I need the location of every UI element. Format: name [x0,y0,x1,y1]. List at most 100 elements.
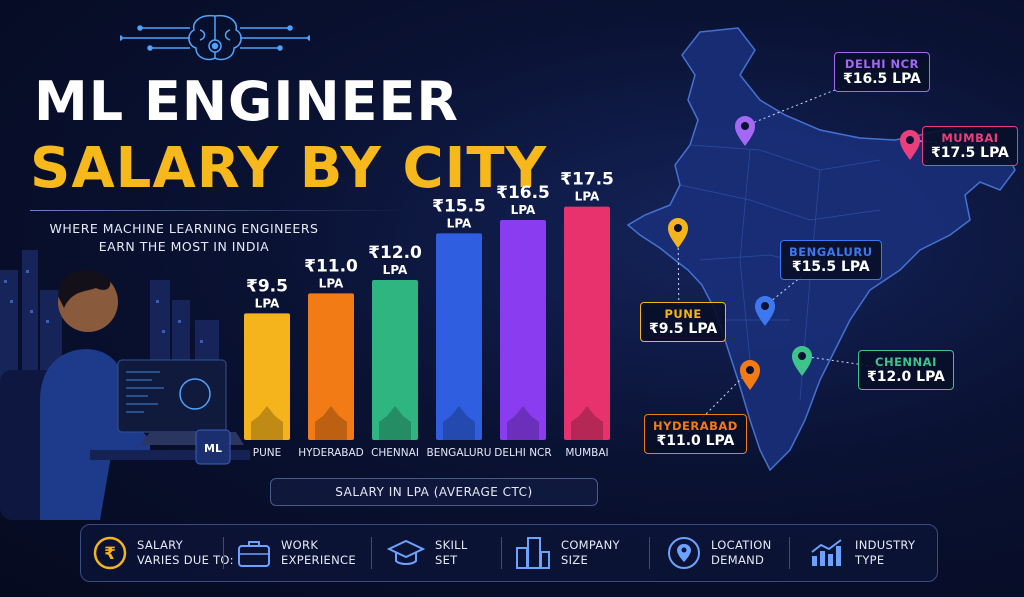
landmark-icon [315,406,347,440]
factor-skill-set: SKILL SET [387,525,468,581]
factor-label-line-2: DEMAND [711,553,765,567]
city-callout-chennai: CHENNAI ₹12.0 LPA [858,350,954,390]
salary-factors-footer: ₹ SALARY VARIES DUE TO: WORK EXPERIENCE … [80,524,938,582]
x-axis-label: SALARY IN LPA (AVERAGE CTC) [335,485,533,499]
callout-salary: ₹12.0 LPA [867,369,945,385]
map-pin-icon [740,360,760,390]
map-pin-icon [755,296,775,326]
brain-circuit-icon [120,14,310,61]
category-label: PUNE [253,447,282,459]
landmark-icon [571,406,603,440]
bar-unit-label: LPA [383,263,408,277]
buildings-icon [516,537,550,569]
engineer-illustration: ML [0,250,250,520]
x-axis-label-box: SALARY IN LPA (AVERAGE CTC) [270,478,598,506]
callout-city: HYDERABAD [653,419,738,433]
location-pin-icon [668,537,700,569]
bar-hyderabad [308,293,354,440]
factor-label-line-2: TYPE [855,553,885,567]
factor-intro-line-1: SALARY [137,538,183,552]
factor-work-experience: WORK EXPERIENCE [237,525,356,581]
callout-city: PUNE [664,307,702,321]
category-label: CHENNAI [371,447,419,459]
mug-label: ML [204,442,222,455]
bar-unit-label: LPA [319,276,344,290]
factor-location-demand: LOCATION DEMAND [667,525,772,581]
title-divider [30,210,410,211]
city-callout-bengaluru: BENGALURU ₹15.5 LPA [780,240,882,280]
bar-value-label: ₹16.5 [496,183,550,203]
rupee-icon: ₹ [93,536,127,570]
bar-unit-label: LPA [447,216,472,230]
city-callout-hyderabad: HYDERABAD ₹11.0 LPA [644,414,747,454]
subtitle: WHERE MACHINE LEARNING ENGINEERS EARN TH… [34,220,334,256]
landmark-icon [379,406,411,440]
factor-label-line-1: LOCATION [711,538,772,552]
svg-text:₹: ₹ [104,544,116,564]
callout-salary: ₹15.5 LPA [791,259,870,275]
bar-chennai [372,280,418,440]
callout-city: MUMBAI [941,131,999,145]
category-label: BENGALURU [426,447,491,459]
map-pin-icon [900,130,920,160]
map-pin-icon [792,346,812,376]
factor-divider [371,537,372,569]
bar-delhi-ncr [500,220,546,440]
subtitle-line-1: WHERE MACHINE LEARNING ENGINEERS [49,221,319,236]
factor-label-line-1: INDUSTRY [855,538,916,552]
factor-label-line-2: SET [435,553,458,567]
bar-mumbai [564,206,610,440]
bar-pune [244,313,290,440]
factor-label-line-1: WORK [281,538,319,552]
subtitle-line-2: EARN THE MOST IN INDIA [98,239,270,254]
landmark-icon [443,406,475,440]
callout-salary: ₹11.0 LPA [656,433,735,449]
factor-company-size: COMPANY SIZE [515,525,620,581]
graduation-cap-icon [387,539,425,565]
factor-label-line-2: EXPERIENCE [281,553,356,567]
title-line-2: SALARY BY CITY [30,136,548,201]
bar-bengaluru [436,233,482,440]
growth-chart-icon [811,539,842,566]
factor-label-line-1: COMPANY [561,538,620,552]
bar-value-label: ₹15.5 [432,196,486,216]
factor-divider [501,537,502,569]
factor-industry-type: INDUSTRY TYPE [809,525,915,581]
landmark-icon [251,406,283,440]
category-label: MUMBAI [565,447,608,459]
map-pin-icon [735,116,755,146]
callout-salary: ₹16.5 LPA [843,71,921,87]
factor-intro: ₹ SALARY VARIES DUE TO: [93,525,234,581]
bar-value-label: ₹9.5 [246,276,288,296]
factor-divider [649,537,650,569]
title-line-1: ML ENGINEER [34,70,459,133]
bar-unit-label: LPA [575,190,600,204]
desk [90,450,250,460]
salary-bar-chart: ₹9.5LPAPUNE₹11.0LPAHYDERABAD₹12.0LPACHEN… [244,170,614,459]
callout-salary: ₹9.5 LPA [649,321,718,337]
factor-divider [223,537,224,569]
city-callout-delhi-ncr: DELHI NCR ₹16.5 LPA [834,52,930,92]
bar-unit-label: LPA [255,296,280,310]
map-pin-icon [668,218,688,248]
factor-intro-line-2: VARIES DUE TO: [137,553,234,567]
callout-city: CHENNAI [875,355,937,369]
callout-city: DELHI NCR [844,57,919,71]
factor-label-line-1: SKILL [435,538,468,552]
landmark-icon [507,406,539,440]
category-label: HYDERABAD [298,447,364,459]
bar-unit-label: LPA [511,203,536,217]
city-callout-mumbai: MUMBAI ₹17.5 LPA [922,126,1018,166]
factor-divider [789,537,790,569]
bar-value-label: ₹11.0 [304,256,358,276]
callout-city: BENGALURU [789,245,873,259]
bar-value-label: ₹17.5 [560,170,614,190]
callout-salary: ₹17.5 LPA [931,145,1009,161]
mug [195,429,231,465]
factor-label-line-2: SIZE [561,553,589,567]
laptop-brain-graphic [179,378,211,410]
person-hair [58,269,111,308]
category-label: DELHI NCR [494,447,551,459]
city-callout-pune: PUNE ₹9.5 LPA [640,302,727,342]
briefcase-icon [238,541,270,567]
